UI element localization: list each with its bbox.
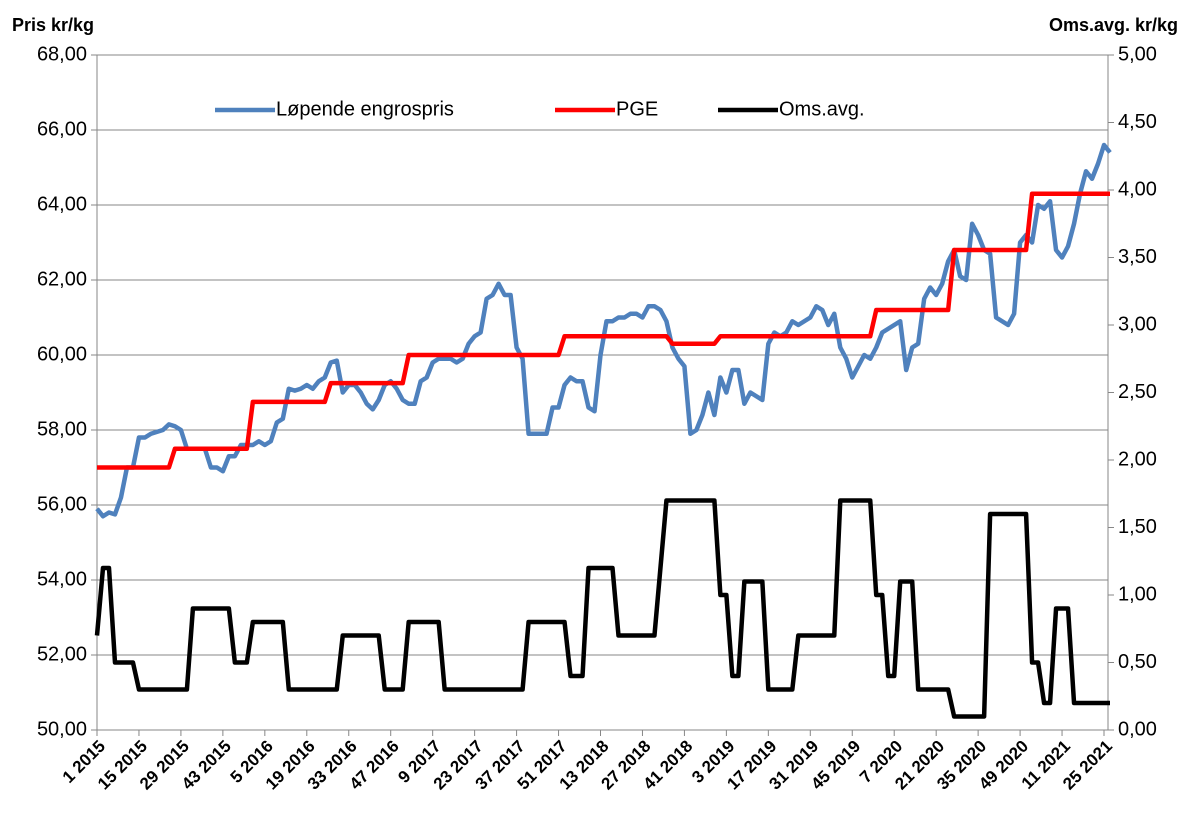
data-line (97, 191, 1110, 470)
y2-tick-label: 4,50 (1118, 111, 1157, 133)
y-tick-label: 60,00 (37, 343, 87, 365)
y2-tick-label: 1,50 (1118, 516, 1157, 538)
data-line (95, 142, 1112, 519)
y-tick-label: 52,00 (37, 643, 87, 665)
legend-label: Løpende engrospris (276, 98, 454, 120)
y2-tick-label: 3,00 (1118, 313, 1157, 335)
y-tick-label: 54,00 (37, 568, 87, 590)
y2-tick-label: 0,00 (1118, 718, 1157, 740)
y-tick-label: 50,00 (37, 718, 87, 740)
y2-axis-title: Oms.avg. kr/kg (1049, 15, 1178, 35)
y2-tick-label: 5,00 (1118, 43, 1157, 65)
y2-tick-label: 3,50 (1118, 246, 1157, 268)
legend-label: Oms.avg. (779, 98, 865, 120)
data-line (94, 498, 1110, 719)
y-tick-label: 58,00 (37, 418, 87, 440)
y-tick-label: 66,00 (37, 118, 87, 140)
y2-tick-label: 0,50 (1118, 651, 1157, 673)
y-axis-title: Pris kr/kg (12, 15, 94, 35)
legend-label: PGE (616, 98, 658, 120)
y-tick-label: 62,00 (37, 268, 87, 290)
y2-tick-label: 4,00 (1118, 178, 1157, 200)
y2-tick-label: 1,00 (1118, 583, 1157, 605)
y2-tick-label: 2,50 (1118, 381, 1157, 403)
y-tick-label: 64,00 (37, 193, 87, 215)
y-tick-label: 56,00 (37, 493, 87, 515)
y2-tick-label: 2,00 (1118, 448, 1157, 470)
y-tick-label: 68,00 (37, 43, 87, 65)
